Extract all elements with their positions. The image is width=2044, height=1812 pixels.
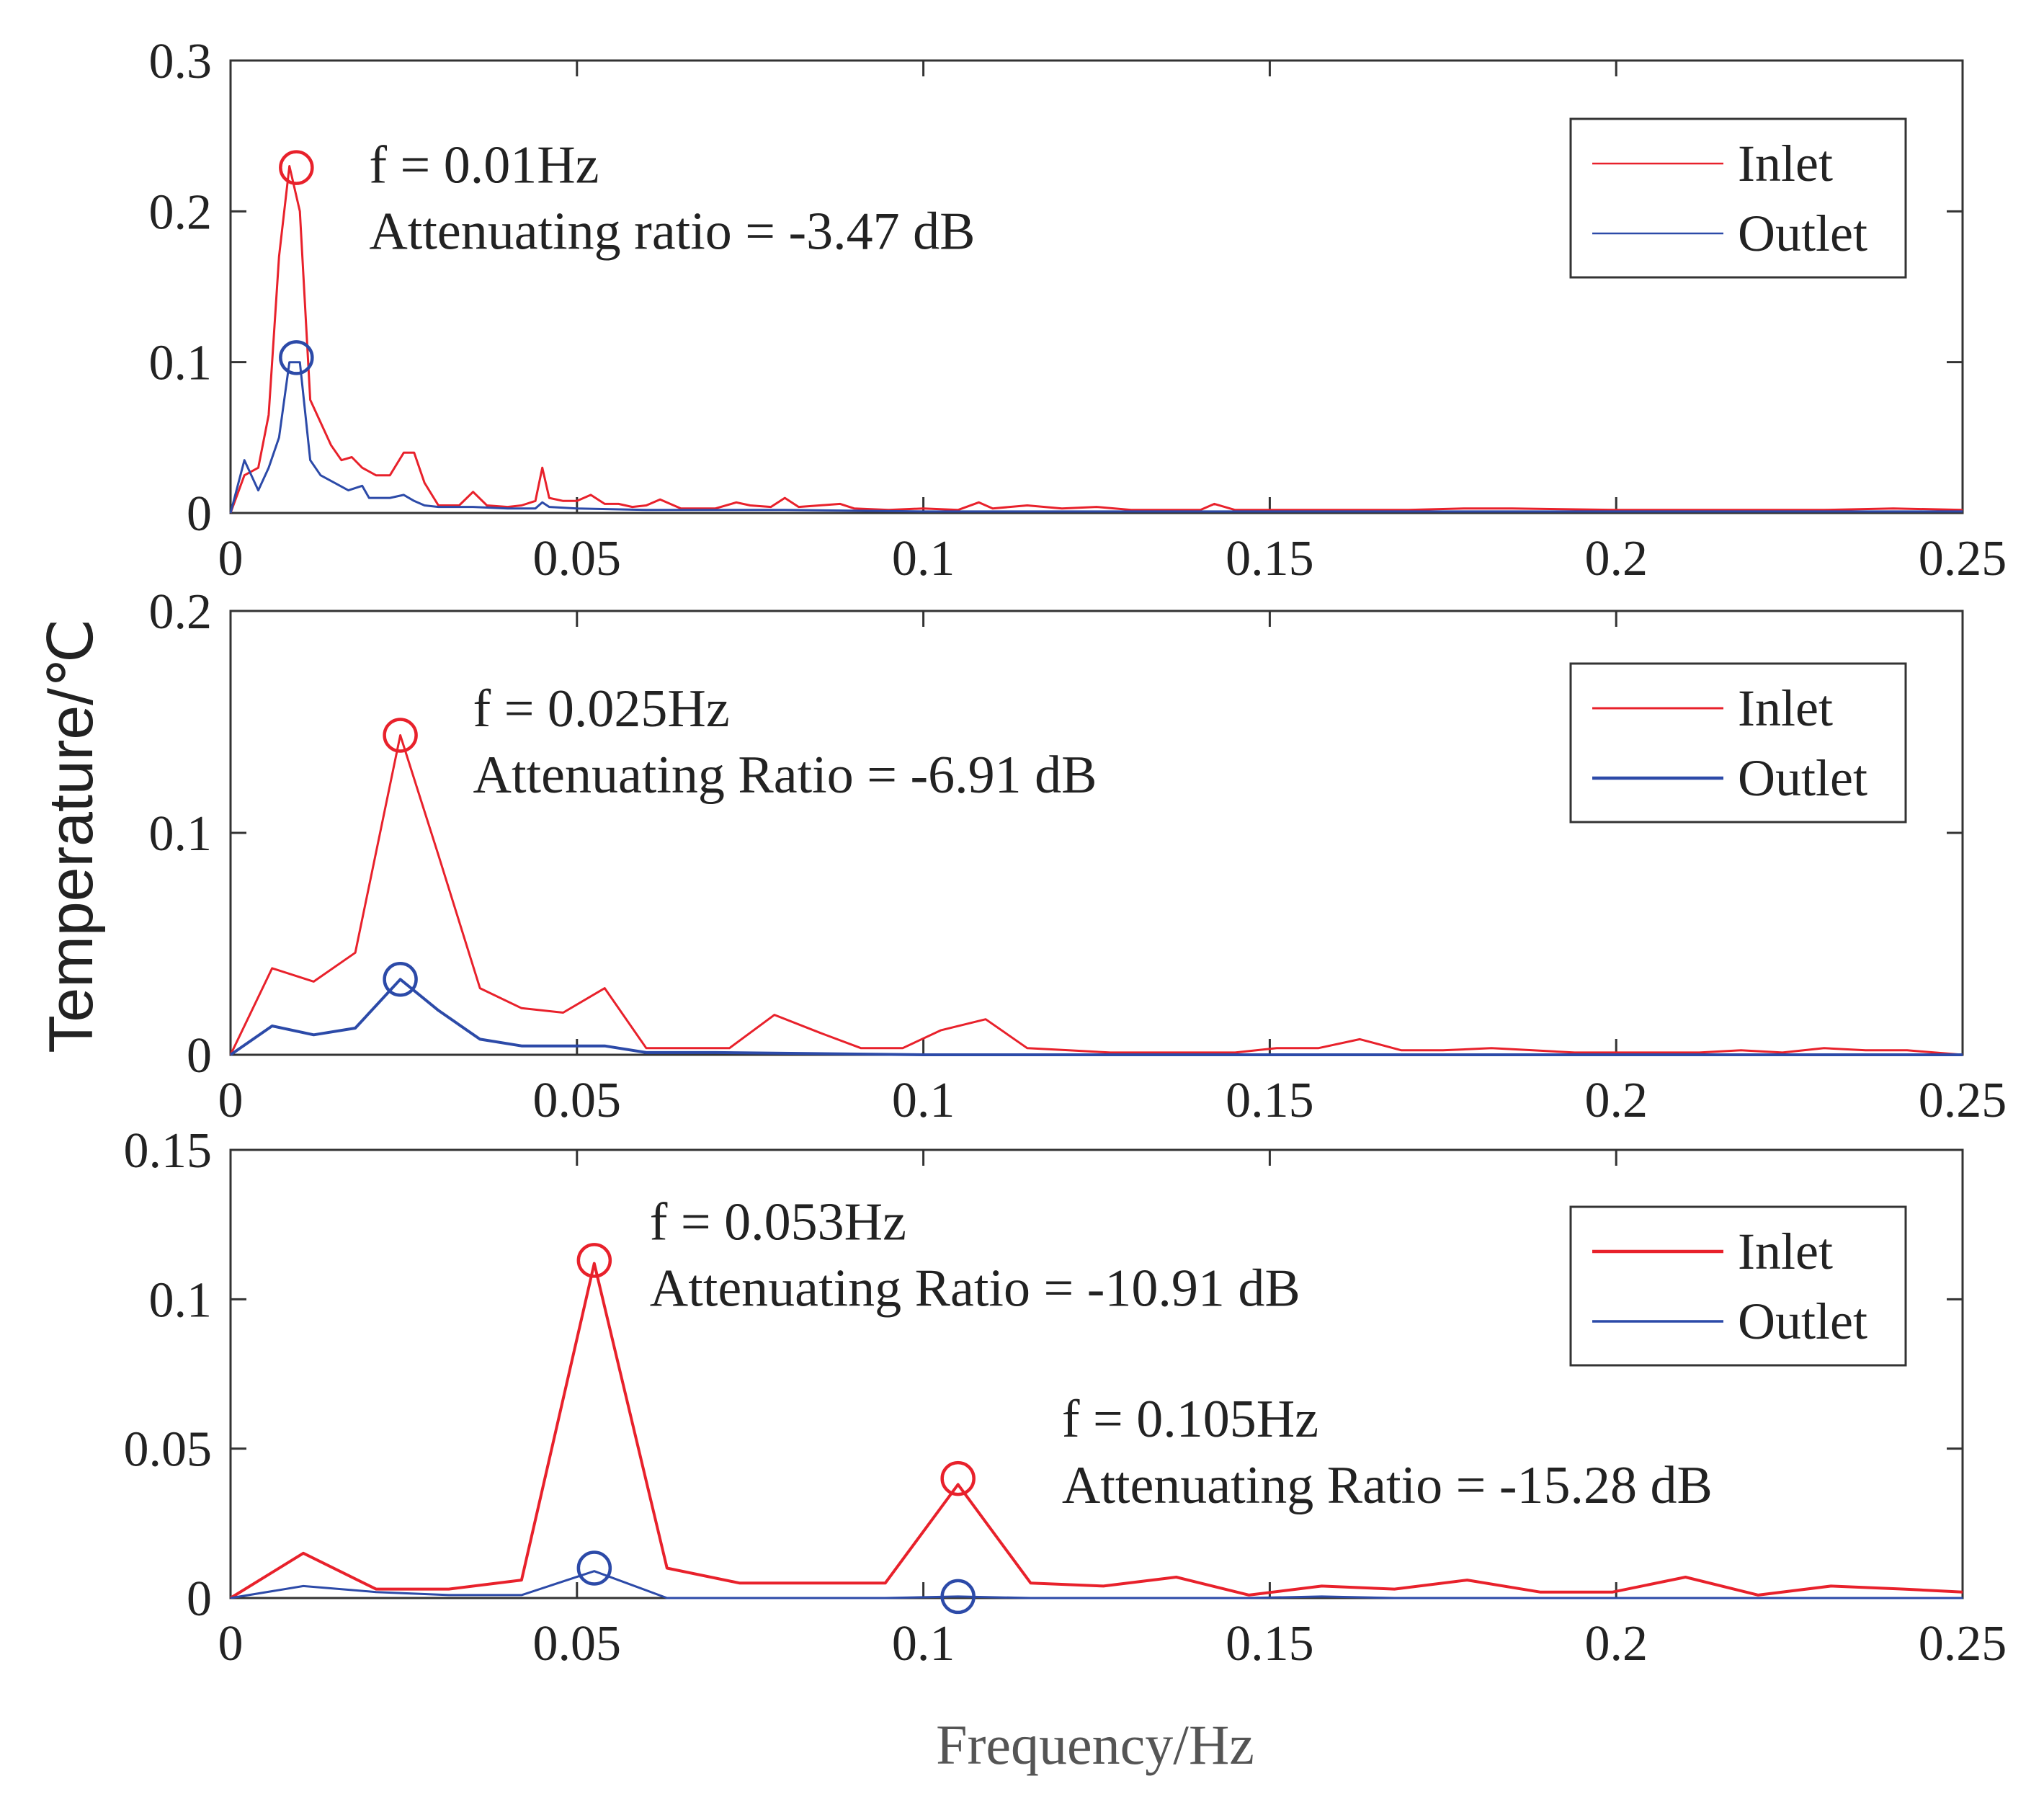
annotation-frequency: f = 0.053Hz	[650, 1192, 906, 1251]
y-tick-label: 0.3	[149, 34, 213, 89]
x-axis-label: Frequency/Hz	[936, 1713, 1254, 1776]
x-tick-label: 0.05	[533, 531, 622, 586]
x-tick-label: 0.1	[892, 1616, 955, 1672]
y-tick-label: 0.1	[149, 806, 213, 862]
x-tick-label: 0.15	[1226, 531, 1314, 586]
annotation-attenuation: Attenuating Ratio = -15.28 dB	[1062, 1456, 1713, 1515]
legend-label-inlet: Inlet	[1738, 135, 1833, 192]
y-tick-label: 0.15	[124, 1123, 213, 1179]
x-tick-label: 0.15	[1226, 1073, 1314, 1128]
chart-panel-2: 0 0.05 0.1 0.15 0.2 0.25 0 0.1 0.2 f = 0.025Hz Att…	[149, 584, 2007, 1128]
legend-box	[1569, 117, 1907, 279]
x-tick-label: 0.05	[533, 1616, 622, 1672]
legend-label-outlet: Outlet	[1738, 205, 1867, 262]
y-tick-label: 0.1	[149, 336, 213, 391]
y-tick-label: 0.05	[124, 1422, 213, 1478]
x-tick-label: 0	[218, 1616, 244, 1672]
y-axis-label: Temperature/℃	[37, 618, 106, 1053]
annotation-frequency: f = 0.025Hz	[473, 679, 730, 738]
series-line-inlet	[229, 1262, 1963, 1599]
legend-box	[1569, 662, 1907, 824]
x-tick-label: 0.2	[1584, 531, 1648, 586]
x-tick-label: 0.25	[1919, 1616, 2007, 1672]
peak-marker-outlet	[576, 1550, 612, 1586]
legend-label-inlet: Inlet	[1738, 679, 1833, 737]
x-tick-label: 0.05	[533, 1073, 622, 1128]
peak-marker-inlet	[940, 1460, 976, 1496]
peak-marker-outlet	[383, 962, 418, 997]
y-tick-label: 0	[187, 1571, 212, 1627]
legend-box	[1569, 1205, 1907, 1367]
y-tick-label: 0.1	[149, 1272, 213, 1328]
legend: Inlet Outlet	[1569, 117, 1907, 279]
chart-panel-3: 0 0.05 0.1 0.15 0.2 0.25 0 0.05 0.1 0.15 f = 0.053…	[124, 1123, 2007, 1672]
legend: Inlet Outlet	[1569, 1205, 1907, 1367]
x-tick-label: 0.1	[892, 1073, 955, 1128]
x-tick-label: 0.1	[892, 531, 955, 586]
series-line-outlet	[230, 1570, 1963, 1599]
y-tick-label: 0.2	[149, 584, 213, 640]
annotation-attenuation: Attenuating Ratio = -10.91 dB	[650, 1259, 1300, 1318]
series-line-inlet	[229, 734, 1963, 1056]
x-tick-label: 0.2	[1584, 1073, 1648, 1128]
annotation-attenuation: Attenuating Ratio = -6.91 dB	[473, 746, 1097, 805]
y-tick-label: 0.2	[149, 184, 213, 240]
x-tick-label: 0	[218, 531, 244, 586]
series-line-inlet	[229, 165, 1963, 514]
legend-label-inlet: Inlet	[1738, 1223, 1833, 1280]
plot-area-frame	[229, 59, 1964, 514]
series-line-outlet	[229, 361, 1963, 514]
y-tick-label: 0	[187, 486, 212, 542]
peak-marker-inlet	[576, 1243, 612, 1278]
x-tick-label: 0.2	[1584, 1616, 1648, 1672]
x-tick-label: 0.25	[1919, 531, 2007, 586]
legend-label-outlet: Outlet	[1738, 749, 1867, 807]
peak-marker-outlet	[940, 1579, 976, 1615]
annotation-frequency: f = 0.105Hz	[1062, 1390, 1318, 1449]
peak-marker-inlet	[279, 150, 314, 185]
x-tick-label: 0.15	[1226, 1616, 1314, 1672]
series-line-outlet	[229, 978, 1963, 1056]
peak-marker-outlet	[279, 340, 314, 375]
legend-label-outlet: Outlet	[1738, 1293, 1867, 1350]
annotation-attenuation: Attenuating ratio = -3.47 dB	[369, 202, 975, 262]
x-tick-label: 0.25	[1919, 1073, 2007, 1128]
y-tick-label: 0	[187, 1028, 212, 1084]
chart-panel-1: 0 0.05 0.1 0.15 0.2 0.25 0 0.1 0.2 0.3 f = 0.01Hz A…	[149, 34, 2007, 586]
peak-marker-inlet	[383, 718, 418, 753]
x-tick-label: 0	[218, 1073, 244, 1128]
annotation-frequency: f = 0.01Hz	[369, 136, 599, 195]
legend: Inlet Outlet	[1569, 662, 1907, 824]
